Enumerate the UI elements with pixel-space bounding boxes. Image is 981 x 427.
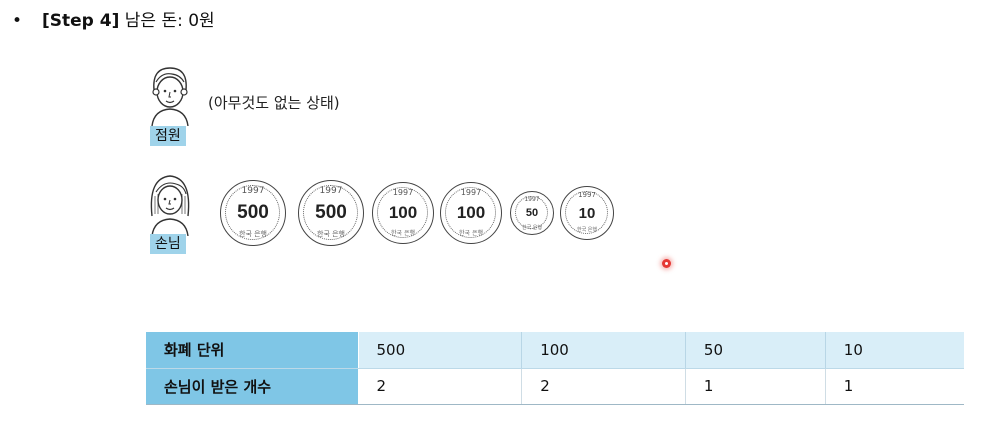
- coin-100-icon: 1997 100 한국 은행: [440, 182, 502, 244]
- coin-value: 100: [388, 203, 418, 222]
- coin-bank: 한국 은행: [522, 225, 542, 231]
- clerk-icon: [151, 67, 189, 126]
- coin-value: 500: [237, 202, 269, 223]
- step-text: 남은 돈: 0원: [124, 11, 215, 31]
- coin-year: 1997: [524, 196, 540, 203]
- count-cell: 2: [357, 368, 522, 405]
- coin-year: 1997: [319, 186, 343, 196]
- header-label: 화폐 단위: [146, 332, 359, 369]
- coin-value: 50: [525, 207, 539, 219]
- coin-year: 1997: [241, 186, 265, 196]
- customer-label: 손님: [150, 234, 186, 254]
- count-cell: 2: [521, 368, 686, 405]
- customer-figure: 손님: [146, 172, 196, 254]
- coin-50-icon: 1997 50 한국 은행: [510, 191, 554, 235]
- coin-bank: 한국 은행: [391, 230, 415, 237]
- currency-table: 화폐 단위 500 100 50 10 손님이 받은 개수 2 2 1 1: [146, 332, 964, 405]
- count-cell: 1: [684, 368, 826, 405]
- coin-year: 1997: [392, 188, 414, 197]
- clerk-figure: 점원: [146, 64, 196, 146]
- count-cell: 1: [824, 368, 964, 405]
- coin-bank: 한국 은행: [459, 230, 483, 237]
- coin-bank: 한국 은행: [317, 230, 345, 238]
- bullet: •: [12, 11, 23, 31]
- coin-value: 500: [315, 202, 347, 223]
- unit-cell: 100: [521, 332, 686, 369]
- coin-value: 10: [578, 205, 596, 222]
- row-label: 손님이 받은 개수: [146, 368, 359, 405]
- coin-10-icon: 1997 10 한국 은행: [560, 186, 614, 240]
- unit-cell: 500: [357, 332, 522, 369]
- coin-year: 1997: [460, 188, 482, 197]
- clerk-label: 점원: [150, 126, 186, 146]
- step-tag: [Step 4]: [42, 11, 120, 31]
- coin-bank: 한국 은행: [577, 227, 597, 233]
- coin-bank: 한국 은행: [239, 230, 267, 238]
- coin-value: 100: [456, 203, 486, 222]
- step-heading: • [Step 4] 남은 돈: 0원: [12, 8, 215, 34]
- cursor-indicator-icon: [662, 259, 671, 268]
- coin-100-icon: 1997 100 한국 은행: [372, 182, 434, 244]
- coin-500-icon: 1997 500 한국 은행: [298, 180, 364, 246]
- unit-cell: 10: [824, 332, 964, 369]
- table-header-row: 화폐 단위 500 100 50 10: [146, 332, 964, 369]
- coin-year: 1997: [578, 191, 596, 199]
- unit-cell: 50: [684, 332, 826, 369]
- coin-500-icon: 1997 500 한국 은행: [220, 180, 286, 246]
- clerk-status: (아무것도 없는 상태): [208, 94, 340, 112]
- table-row: 손님이 받은 개수 2 2 1 1: [146, 368, 964, 405]
- customer-icon: [150, 175, 190, 236]
